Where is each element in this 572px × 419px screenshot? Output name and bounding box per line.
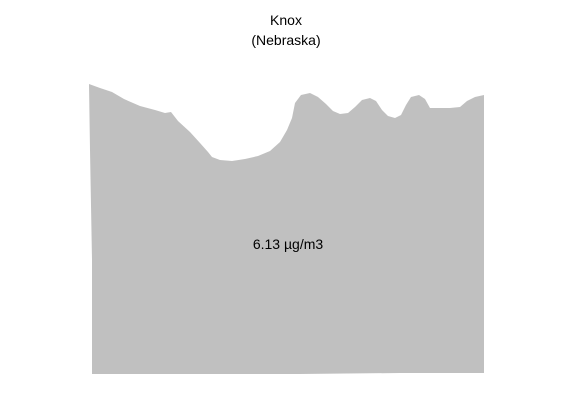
county-title: Knox: [270, 12, 302, 28]
state-title: (Nebraska): [251, 32, 321, 48]
value-label: 6.13 µg/m3: [253, 236, 324, 252]
county-shape: [89, 84, 484, 374]
